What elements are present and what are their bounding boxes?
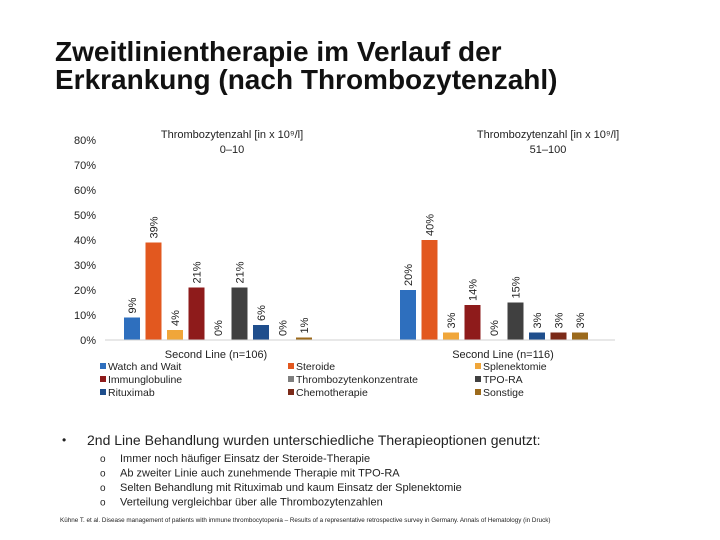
sub-bullet-text: Ab zweiter Linie auch zunehmende Therapi… — [120, 468, 400, 480]
data-label: 0% — [489, 320, 501, 336]
slide-title: Zweitlinientherapie im Verlauf der Erkra… — [55, 36, 558, 95]
data-label: 1% — [299, 317, 311, 333]
legend-swatch — [100, 376, 106, 382]
bar — [253, 325, 269, 340]
data-label: 4% — [170, 310, 182, 326]
sub-bullet-text: Verteilung vergleichbar über alle Thromb… — [120, 497, 383, 509]
bar — [550, 332, 567, 340]
bullet-marker: • — [62, 433, 66, 447]
bar — [296, 337, 312, 340]
y-tick-label: 50% — [74, 210, 96, 222]
category-label: Second Line (n=116) — [452, 349, 554, 361]
data-label: 21% — [235, 261, 247, 283]
data-label: 3% — [554, 312, 566, 328]
sub-bullet-marker: o — [100, 469, 106, 480]
data-label: 3% — [532, 312, 544, 328]
group-title: 0–10 — [220, 144, 244, 156]
y-tick-label: 0% — [80, 335, 96, 347]
bar — [529, 332, 545, 340]
data-label: 20% — [403, 264, 415, 286]
bar — [231, 287, 248, 340]
y-tick-label: 30% — [74, 260, 96, 272]
legend-label: Sonstige — [483, 387, 524, 399]
legend-swatch — [100, 363, 106, 369]
y-tick-label: 40% — [74, 235, 96, 247]
data-label: 21% — [192, 261, 204, 283]
legend-label: Immunglobuline — [108, 374, 182, 386]
data-label: 40% — [425, 214, 437, 236]
data-label: 3% — [446, 312, 458, 328]
y-tick-label: 10% — [74, 310, 96, 322]
y-tick-label: 80% — [74, 135, 96, 147]
group-title: Thrombozytenzahl [in x 10⁹/l] — [161, 129, 303, 141]
bar — [167, 330, 183, 340]
legend-label: TPO-RA — [483, 374, 523, 386]
bar — [464, 305, 481, 340]
legend-label: Splenektomie — [483, 361, 547, 373]
sub-bullet-text: Immer noch häufiger Einsatz der Steroide… — [120, 453, 370, 465]
bar — [572, 332, 588, 340]
bar — [507, 302, 524, 340]
legend-label: Rituximab — [108, 387, 155, 399]
legend-swatch — [475, 389, 481, 395]
bar — [443, 332, 459, 340]
sub-bullet-marker: o — [100, 483, 106, 494]
group-title: 51–100 — [530, 144, 567, 156]
legend-label: Thrombozytenkonzentrate — [296, 374, 418, 386]
data-label: 14% — [468, 279, 480, 301]
y-tick-label: 60% — [74, 185, 96, 197]
legend-swatch — [288, 389, 294, 395]
citation: Kühne T. et al. Disease management of pa… — [60, 517, 550, 524]
bar — [400, 290, 416, 340]
sub-bullet-text: Selten Behandlung mit Rituximab und kaum… — [120, 482, 462, 494]
y-tick-label: 20% — [74, 285, 96, 297]
bar — [145, 242, 162, 340]
data-label: 39% — [149, 216, 161, 238]
sub-bullet-marker: o — [100, 498, 106, 509]
data-label: 0% — [213, 320, 225, 336]
data-label: 15% — [511, 276, 523, 298]
sub-bullet-marker: o — [100, 454, 106, 465]
legend-label: Chemotherapie — [296, 387, 368, 399]
legend-swatch — [288, 376, 294, 382]
data-label: 3% — [575, 312, 587, 328]
legend-label: Steroide — [296, 361, 335, 373]
bar — [124, 317, 140, 340]
legend-swatch — [100, 389, 106, 395]
data-label: 0% — [278, 320, 290, 336]
legend-label: Watch and Wait — [108, 361, 181, 373]
group-title: Thrombozytenzahl [in x 10⁹/l] — [477, 129, 619, 141]
bar — [188, 287, 205, 340]
category-label: Second Line (n=106) — [165, 349, 267, 361]
bullet-text: 2nd Line Behandlung wurden unterschiedli… — [87, 432, 541, 448]
legend-swatch — [475, 363, 481, 369]
data-label: 6% — [256, 305, 268, 321]
data-label: 9% — [127, 297, 139, 313]
y-tick-label: 70% — [74, 160, 96, 172]
legend-swatch — [475, 376, 481, 382]
legend-swatch — [288, 363, 294, 369]
bar — [421, 240, 438, 340]
